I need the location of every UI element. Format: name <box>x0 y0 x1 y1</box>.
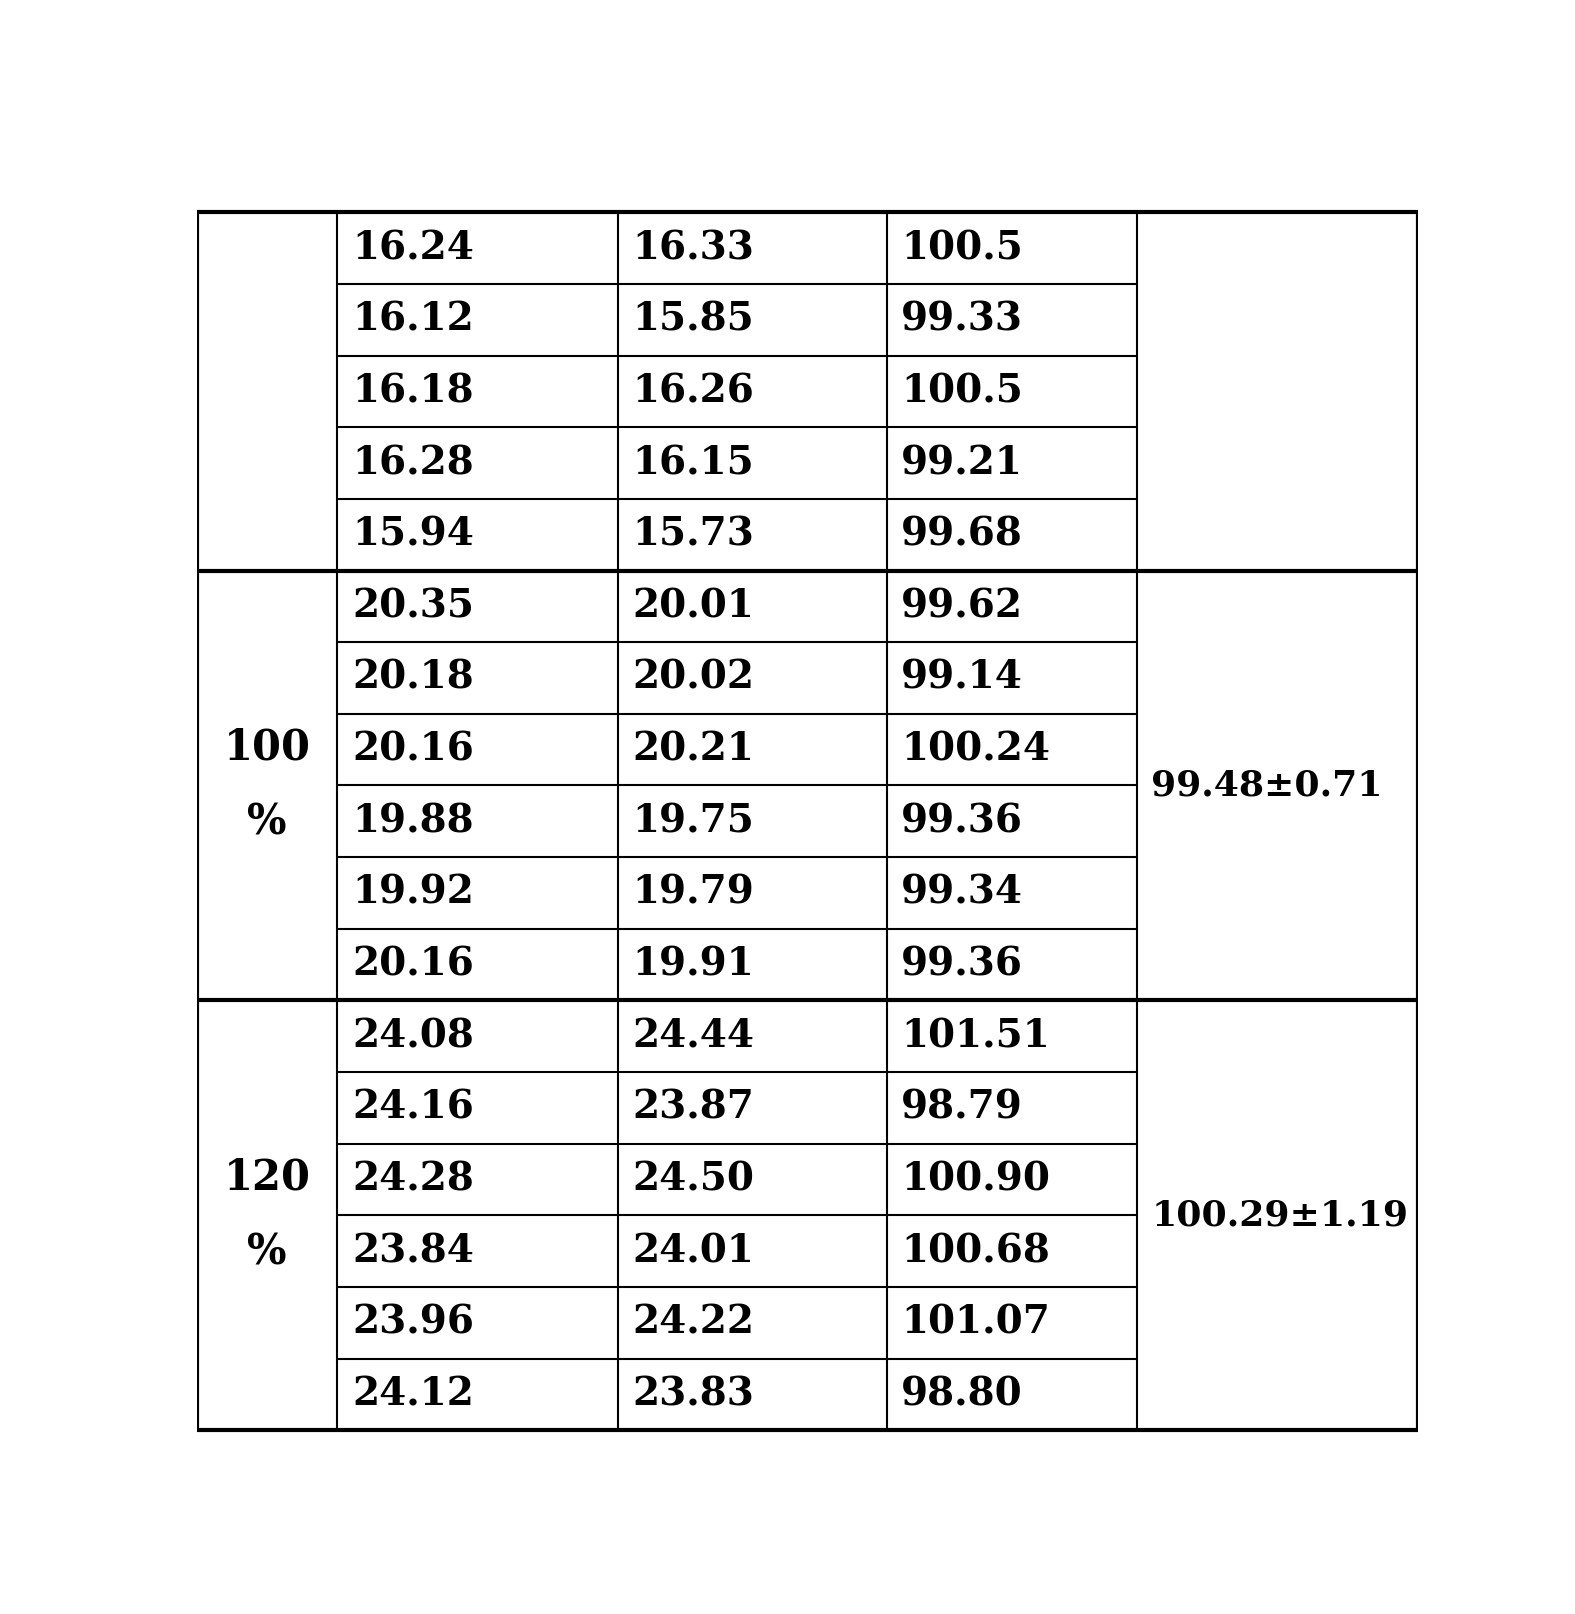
Text: 24.01: 24.01 <box>633 1231 754 1270</box>
Text: 19.75: 19.75 <box>633 802 754 841</box>
Text: 24.44: 24.44 <box>633 1017 754 1056</box>
Text: 16.33: 16.33 <box>633 229 754 268</box>
Text: 16.24: 16.24 <box>351 229 474 268</box>
Text: 99.33: 99.33 <box>901 300 1024 339</box>
Text: 101.51: 101.51 <box>901 1017 1051 1056</box>
Text: 100
%: 100 % <box>224 726 310 844</box>
Text: 99.48±0.71: 99.48±0.71 <box>1151 768 1383 802</box>
Text: 15.94: 15.94 <box>351 516 474 554</box>
Text: 20.18: 20.18 <box>351 659 474 697</box>
Text: 24.28: 24.28 <box>351 1160 474 1199</box>
Text: 24.12: 24.12 <box>351 1375 474 1414</box>
Text: 101.07: 101.07 <box>901 1304 1051 1341</box>
Text: 16.26: 16.26 <box>633 373 754 410</box>
Text: 24.50: 24.50 <box>633 1160 754 1199</box>
Text: 20.16: 20.16 <box>351 946 474 983</box>
Text: 100.5: 100.5 <box>901 229 1024 268</box>
Text: 99.36: 99.36 <box>901 802 1024 841</box>
Text: 19.88: 19.88 <box>351 802 474 841</box>
Text: 20.16: 20.16 <box>351 731 474 768</box>
Text: 15.85: 15.85 <box>633 300 754 339</box>
Text: 99.68: 99.68 <box>901 516 1024 554</box>
Text: 120
%: 120 % <box>224 1157 310 1273</box>
Text: 100.5: 100.5 <box>901 373 1024 410</box>
Text: 16.28: 16.28 <box>351 444 474 483</box>
Text: 19.92: 19.92 <box>351 873 474 912</box>
Text: 24.22: 24.22 <box>633 1304 754 1341</box>
Text: 20.35: 20.35 <box>351 587 474 625</box>
Text: 15.73: 15.73 <box>633 516 754 554</box>
Text: 23.96: 23.96 <box>351 1304 474 1341</box>
Text: 20.01: 20.01 <box>633 587 754 625</box>
Text: 99.21: 99.21 <box>901 444 1024 483</box>
Text: 99.62: 99.62 <box>901 587 1024 625</box>
Text: 16.15: 16.15 <box>633 444 754 483</box>
Text: 16.12: 16.12 <box>351 300 474 339</box>
Text: 99.34: 99.34 <box>901 873 1024 912</box>
Text: 19.79: 19.79 <box>633 873 754 912</box>
Text: 99.14: 99.14 <box>901 659 1024 697</box>
Text: 19.91: 19.91 <box>633 946 754 983</box>
Text: 100.29±1.19: 100.29±1.19 <box>1151 1198 1408 1233</box>
Text: 20.21: 20.21 <box>633 731 754 768</box>
Text: 98.80: 98.80 <box>901 1375 1022 1414</box>
Text: 100.24: 100.24 <box>901 731 1051 768</box>
Text: 100.68: 100.68 <box>901 1231 1051 1270</box>
Text: 24.08: 24.08 <box>351 1017 474 1056</box>
Text: 99.36: 99.36 <box>901 946 1024 983</box>
Text: 23.83: 23.83 <box>633 1375 754 1414</box>
Text: 98.79: 98.79 <box>901 1089 1024 1127</box>
Text: 100.90: 100.90 <box>901 1160 1051 1199</box>
Text: 23.84: 23.84 <box>351 1231 474 1270</box>
Text: 20.02: 20.02 <box>633 659 754 697</box>
Text: 24.16: 24.16 <box>351 1089 474 1127</box>
Text: 16.18: 16.18 <box>351 373 474 410</box>
Text: 23.87: 23.87 <box>633 1089 754 1127</box>
